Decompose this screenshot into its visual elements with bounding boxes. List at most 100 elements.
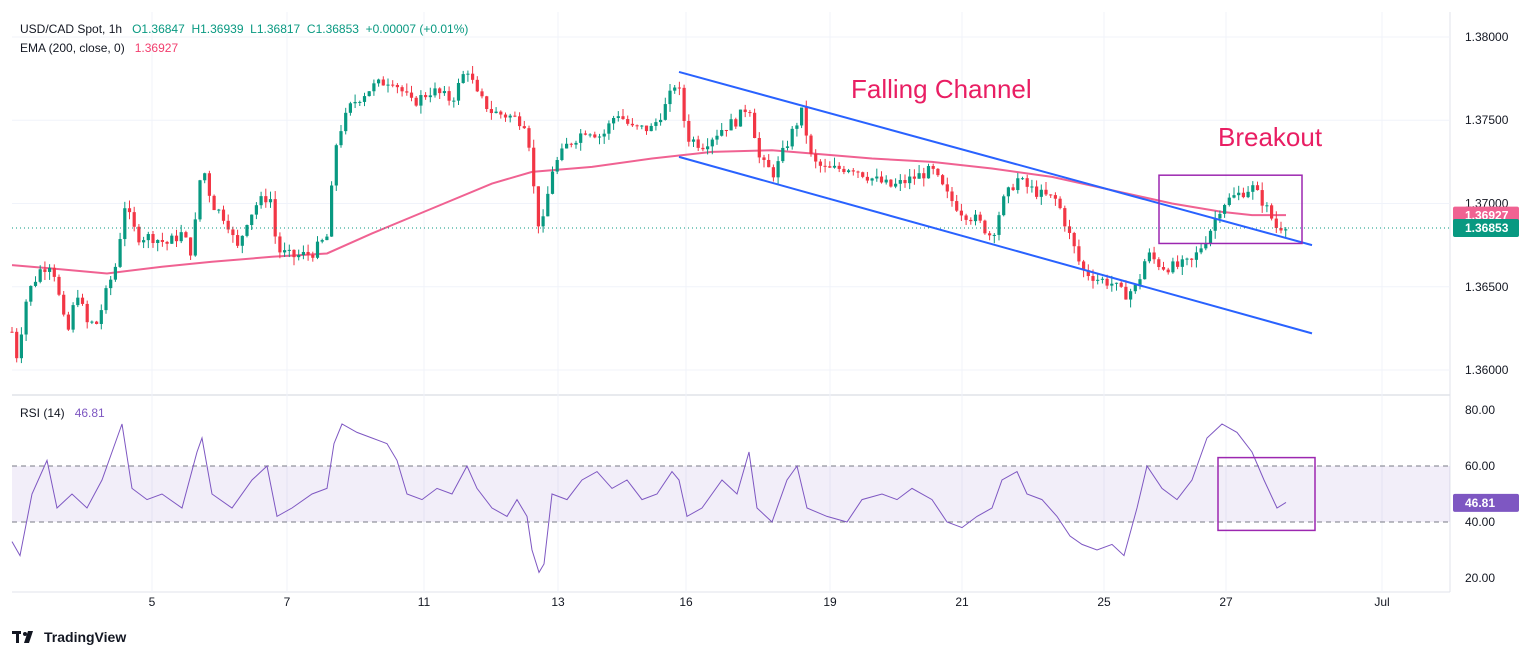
- rsi-tick-label: 20.00: [1465, 571, 1495, 585]
- candle-body: [1270, 205, 1274, 219]
- candle-body: [781, 147, 785, 162]
- candle-body: [325, 236, 329, 241]
- candle-body: [1035, 186, 1039, 197]
- rsi-band: [12, 465, 1450, 523]
- candle-body: [132, 212, 136, 227]
- candle-body: [1044, 189, 1048, 195]
- candle-body: [668, 90, 672, 105]
- candle-body: [720, 130, 724, 136]
- candle-body: [301, 251, 305, 256]
- candle-body: [273, 199, 277, 237]
- close-value: C1.36853: [306, 22, 359, 36]
- candle-body: [602, 133, 606, 137]
- candle-body: [339, 131, 343, 146]
- candle-body: [875, 176, 879, 179]
- candle-body: [532, 147, 536, 187]
- candle-body: [278, 236, 282, 253]
- time-tick-label: 27: [1219, 595, 1233, 609]
- time-axis: 5 7 11 13 16 19 21 25 27 Jul: [149, 595, 1390, 609]
- rsi-line: [11, 423, 1287, 574]
- time-tick-label: 11: [418, 595, 431, 609]
- candle-body: [851, 170, 855, 172]
- candle-body: [673, 87, 677, 91]
- candle-body: [856, 171, 860, 173]
- time-tick-label: 25: [1097, 595, 1111, 609]
- candle-body: [795, 125, 799, 129]
- candle-body: [198, 180, 202, 220]
- candle-body: [847, 170, 851, 173]
- candle-body: [405, 91, 409, 93]
- candle-body: [287, 249, 291, 251]
- candle-body: [1208, 230, 1213, 244]
- candle-body: [823, 165, 827, 167]
- candle-body: [1138, 279, 1142, 285]
- rsi-legend: RSI (14) 46.81: [20, 406, 105, 420]
- candle-body: [903, 180, 907, 184]
- candle-body: [48, 267, 52, 272]
- candle-body: [33, 281, 38, 286]
- candle-body: [297, 255, 301, 258]
- ema-line: [11, 149, 1286, 275]
- candle-body: [494, 111, 498, 114]
- candle-body: [1053, 195, 1057, 199]
- candle-body: [649, 125, 653, 132]
- candle-body: [748, 112, 752, 114]
- candle-body: [1020, 178, 1025, 180]
- candle-body: [466, 73, 470, 75]
- high-value: H1.36939: [191, 22, 244, 36]
- candle-body: [207, 173, 211, 196]
- candle-body: [348, 103, 352, 113]
- candle-body: [1246, 191, 1250, 198]
- candle-body: [151, 234, 155, 243]
- candle-body: [1194, 252, 1198, 260]
- candle-body: [518, 116, 522, 127]
- candle-body: [800, 107, 804, 126]
- candle-body: [616, 116, 620, 118]
- candle-body: [555, 160, 559, 172]
- candle-body: [691, 139, 696, 142]
- candle-body: [104, 288, 108, 311]
- candle-body: [1058, 198, 1062, 209]
- candle-body: [95, 321, 99, 324]
- candle-body: [1147, 252, 1151, 262]
- candle-body: [306, 251, 310, 255]
- breakout-label: Breakout: [1218, 122, 1323, 152]
- candle-body: [1129, 291, 1133, 300]
- candle-body: [90, 321, 94, 323]
- candle-body: [193, 219, 197, 256]
- candle-body: [1030, 186, 1034, 188]
- candle-body: [1166, 269, 1170, 273]
- time-tick-label: 5: [149, 595, 156, 609]
- candle-body: [391, 84, 395, 86]
- candle-body: [1049, 194, 1053, 196]
- candle-body: [865, 176, 869, 181]
- candle-body: [936, 168, 940, 176]
- candle-body: [1002, 196, 1006, 216]
- candle-body: [1114, 282, 1119, 284]
- time-tick-label: 16: [679, 595, 693, 609]
- candle-body: [381, 79, 385, 86]
- candle-body: [43, 269, 47, 272]
- channel-lower-line: [678, 155, 1313, 335]
- candle-body: [10, 331, 14, 333]
- candle-body: [212, 195, 216, 211]
- candle-body: [1190, 258, 1194, 260]
- candle-body: [1204, 243, 1208, 249]
- candle-body: [353, 101, 357, 104]
- candle-body: [894, 183, 898, 187]
- candle-body: [1105, 278, 1109, 286]
- candle-body: [931, 166, 935, 169]
- candle-body: [837, 165, 841, 169]
- candle-body: [377, 79, 381, 84]
- rsi-legend-value: 46.81: [74, 406, 105, 420]
- tradingview-footer[interactable]: TradingView: [12, 629, 126, 645]
- open-value: O1.36847: [132, 22, 185, 36]
- tradingview-brand: TradingView: [44, 629, 127, 645]
- candle-body: [137, 226, 141, 243]
- candle-body: [804, 107, 808, 136]
- rsi-value-tag-bg: [1453, 493, 1519, 512]
- candle-body: [57, 276, 61, 295]
- time-tick-label: 7: [284, 595, 291, 609]
- candle-body: [438, 88, 442, 94]
